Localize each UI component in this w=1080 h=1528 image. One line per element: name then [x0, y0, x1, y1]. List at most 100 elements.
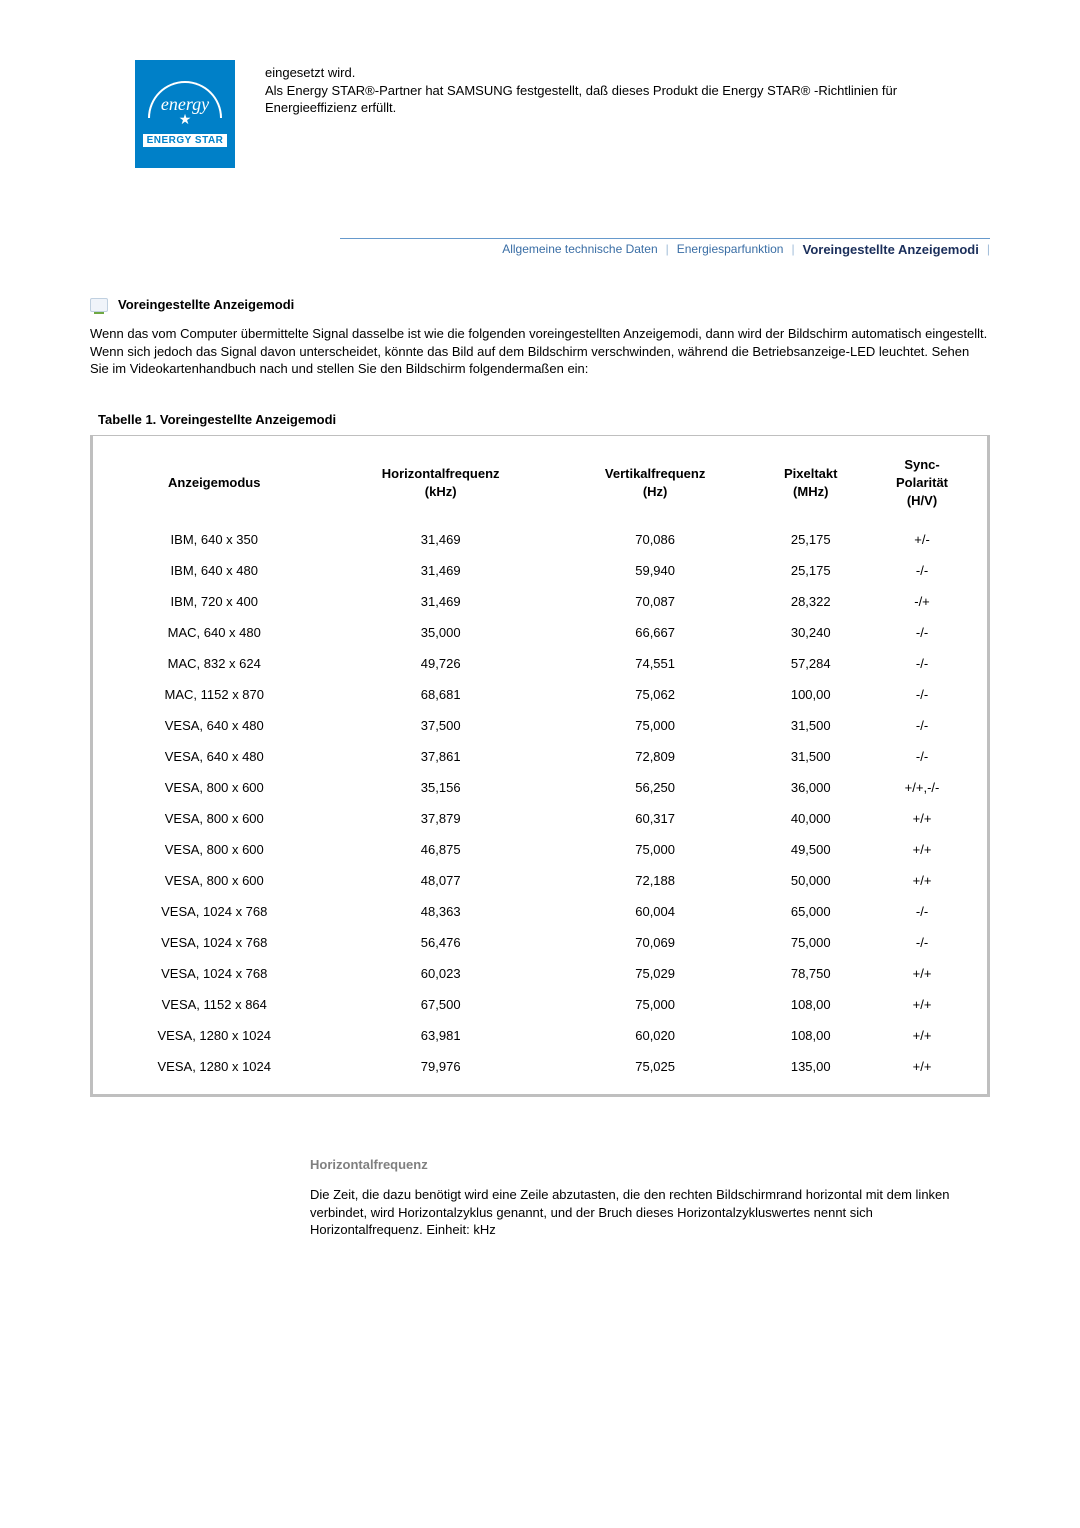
table-cell: -/-: [867, 741, 977, 772]
table-cell: 49,500: [754, 834, 867, 865]
table-row: VESA, 1024 x 76856,47670,06975,000-/-: [103, 927, 977, 958]
col-vfreq: Vertikalfrequenz(Hz): [556, 450, 755, 525]
table-cell: 60,317: [556, 803, 755, 834]
table-cell: 70,087: [556, 586, 755, 617]
table-cell: +/+: [867, 865, 977, 896]
table-cell: MAC, 640 x 480: [103, 617, 326, 648]
table-cell: 60,020: [556, 1020, 755, 1051]
table-cell: -/-: [867, 555, 977, 586]
table-cell: 74,551: [556, 648, 755, 679]
table-cell: 25,175: [754, 555, 867, 586]
energy-star-logo: energy ★ ENERGY STAR: [135, 60, 235, 168]
table-row: VESA, 640 x 48037,86172,80931,500-/-: [103, 741, 977, 772]
table-cell: 50,000: [754, 865, 867, 896]
table-cell: VESA, 1024 x 768: [103, 927, 326, 958]
table-cell: 40,000: [754, 803, 867, 834]
table-cell: VESA, 1280 x 1024: [103, 1051, 326, 1082]
monitor-icon: [90, 298, 108, 312]
table-cell: 75,029: [556, 958, 755, 989]
section-header: Voreingestellte Anzeigemodi: [90, 297, 990, 312]
table-cell: VESA, 800 x 600: [103, 865, 326, 896]
table-row: IBM, 640 x 35031,46970,08625,175+/-: [103, 524, 977, 555]
top-text: eingesetzt wird. Als Energy STAR®-Partne…: [265, 60, 990, 168]
bottom-section: Horizontalfrequenz Die Zeit, die dazu be…: [90, 1157, 990, 1239]
tab-power[interactable]: Energiesparfunktion: [677, 242, 784, 257]
table-row: VESA, 640 x 48037,50075,00031,500-/-: [103, 710, 977, 741]
table-cell: 37,861: [326, 741, 556, 772]
tabs: Allgemeine technische Daten | Energiespa…: [340, 238, 990, 257]
table-row: VESA, 1152 x 86467,50075,000108,00+/+: [103, 989, 977, 1020]
table-cell: VESA, 640 x 480: [103, 710, 326, 741]
table-cell: 79,976: [326, 1051, 556, 1082]
table-row: IBM, 640 x 48031,46959,94025,175-/-: [103, 555, 977, 586]
table-cell: 31,500: [754, 741, 867, 772]
table-cell: +/-: [867, 524, 977, 555]
table-cell: IBM, 720 x 400: [103, 586, 326, 617]
table-cell: VESA, 640 x 480: [103, 741, 326, 772]
table-row: IBM, 720 x 40031,46970,08728,322-/+: [103, 586, 977, 617]
tab-general[interactable]: Allgemeine technische Daten: [502, 242, 657, 257]
top-line2: Als Energy STAR®-Partner hat SAMSUNG fes…: [265, 83, 897, 116]
col-mode: Anzeigemodus: [103, 450, 326, 525]
table-cell: 57,284: [754, 648, 867, 679]
table-cell: IBM, 640 x 480: [103, 555, 326, 586]
bottom-heading: Horizontalfrequenz: [310, 1157, 960, 1172]
logo-band: ENERGY STAR: [143, 134, 228, 147]
table-cell: 75,000: [556, 989, 755, 1020]
table-row: VESA, 1024 x 76848,36360,00465,000-/-: [103, 896, 977, 927]
col-pixel: Pixeltakt(MHz): [754, 450, 867, 525]
table-cell: -/-: [867, 617, 977, 648]
table-cell: 30,240: [754, 617, 867, 648]
table-cell: -/+: [867, 586, 977, 617]
table-cell: 31,469: [326, 555, 556, 586]
table-cell: MAC, 1152 x 870: [103, 679, 326, 710]
table-cell: 66,667: [556, 617, 755, 648]
table-cell: 75,062: [556, 679, 755, 710]
table-cell: 65,000: [754, 896, 867, 927]
table-cell: +/+: [867, 989, 977, 1020]
tab-preset-modes[interactable]: Voreingestellte Anzeigemodi: [803, 242, 979, 257]
table-cell: VESA, 800 x 600: [103, 772, 326, 803]
table-cell: 25,175: [754, 524, 867, 555]
bottom-text: Die Zeit, die dazu benötigt wird eine Ze…: [310, 1186, 960, 1239]
table-cell: 36,000: [754, 772, 867, 803]
table-cell: 46,875: [326, 834, 556, 865]
table-cell: VESA, 1152 x 864: [103, 989, 326, 1020]
table-cell: VESA, 800 x 600: [103, 803, 326, 834]
table-cell: 70,086: [556, 524, 755, 555]
modes-table-wrap: Anzeigemodus Horizontalfrequenz(kHz) Ver…: [90, 435, 990, 1098]
tab-separator: |: [666, 242, 669, 257]
table-cell: 48,077: [326, 865, 556, 896]
table-cell: 28,322: [754, 586, 867, 617]
col-hfreq: Horizontalfrequenz(kHz): [326, 450, 556, 525]
table-row: VESA, 800 x 60037,87960,31740,000+/+: [103, 803, 977, 834]
table-cell: 31,469: [326, 524, 556, 555]
table-cell: 35,156: [326, 772, 556, 803]
table-cell: 63,981: [326, 1020, 556, 1051]
table-row: MAC, 1152 x 87068,68175,062100,00-/-: [103, 679, 977, 710]
table-row: VESA, 1024 x 76860,02375,02978,750+/+: [103, 958, 977, 989]
table-cell: +/+: [867, 1020, 977, 1051]
table-header-row: Anzeigemodus Horizontalfrequenz(kHz) Ver…: [103, 450, 977, 525]
table-row: VESA, 1280 x 102463,98160,020108,00+/+: [103, 1020, 977, 1051]
section-intro: Wenn das vom Computer übermittelte Signa…: [90, 325, 990, 378]
table-cell: 48,363: [326, 896, 556, 927]
table-row: MAC, 640 x 48035,00066,66730,240-/-: [103, 617, 977, 648]
table-row: VESA, 800 x 60035,15656,25036,000+/+,-/-: [103, 772, 977, 803]
table-cell: -/-: [867, 648, 977, 679]
table-cell: 75,000: [556, 710, 755, 741]
table-cell: 75,000: [556, 834, 755, 865]
table-cell: 31,469: [326, 586, 556, 617]
table-cell: +/+,-/-: [867, 772, 977, 803]
table-cell: -/-: [867, 896, 977, 927]
table-cell: VESA, 1024 x 768: [103, 958, 326, 989]
table-cell: 108,00: [754, 1020, 867, 1051]
table-cell: 68,681: [326, 679, 556, 710]
table-cell: 59,940: [556, 555, 755, 586]
table-cell: 67,500: [326, 989, 556, 1020]
table-cell: VESA, 800 x 600: [103, 834, 326, 865]
table-cell: 56,250: [556, 772, 755, 803]
table-cell: -/-: [867, 927, 977, 958]
table-cell: 72,188: [556, 865, 755, 896]
table-cell: 72,809: [556, 741, 755, 772]
